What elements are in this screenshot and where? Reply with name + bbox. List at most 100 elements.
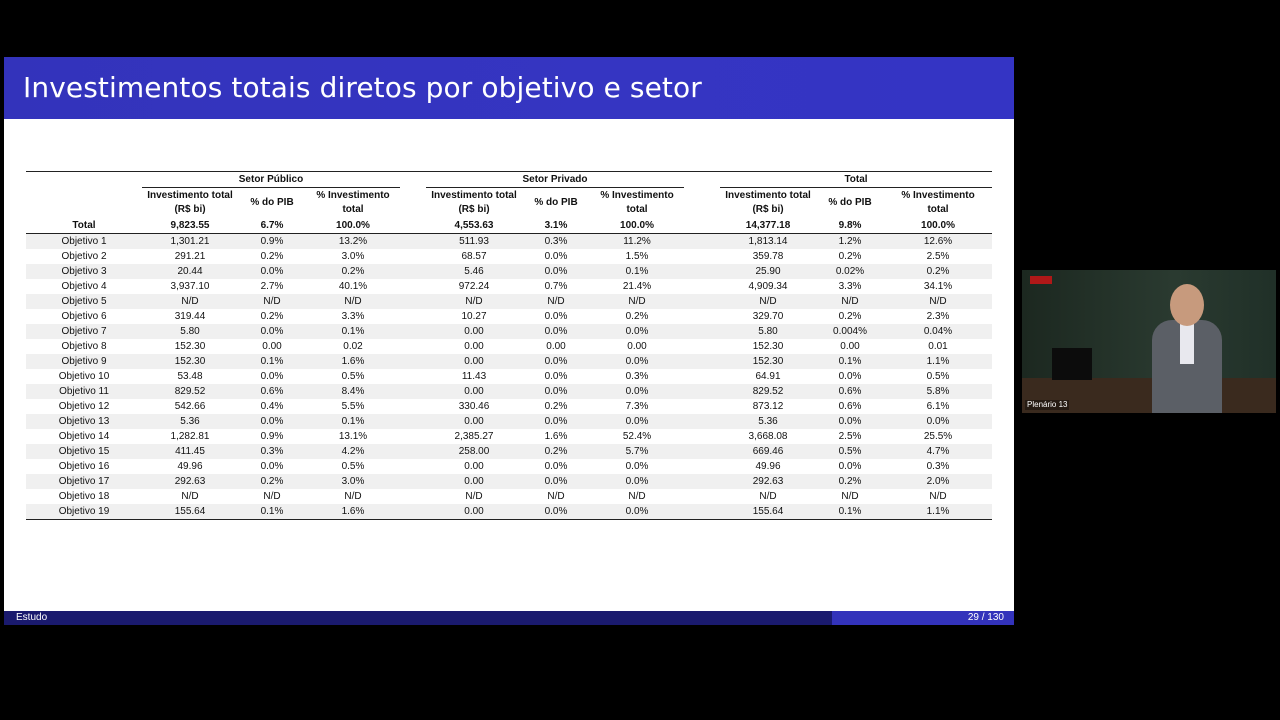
presentation-slide: Investimentos totais diretos por objetiv… bbox=[4, 57, 1014, 625]
cell: 0.00 bbox=[262, 341, 282, 352]
cell: 0.1% bbox=[238, 504, 306, 520]
row-label: Objetivo 8 bbox=[61, 341, 107, 352]
cell: 873.12 bbox=[752, 401, 784, 412]
cell: 0.0% bbox=[238, 414, 306, 429]
cell: N/D bbox=[263, 491, 281, 502]
cell: 0.0% bbox=[590, 414, 685, 429]
table-row: Objetivo 11 829.52 0.6% 8.4% 0.00 0.0% 0.0% 829… bbox=[26, 384, 993, 399]
cell: 0.5% bbox=[816, 444, 885, 459]
cell: 0.0% bbox=[590, 354, 685, 369]
cell: 1.1% bbox=[884, 504, 993, 520]
cell: 9.8% bbox=[816, 218, 885, 234]
cell: 4.2% bbox=[306, 444, 400, 459]
video-desk bbox=[1022, 378, 1276, 413]
cell: 329.70 bbox=[752, 311, 784, 322]
cell: 21.4% bbox=[622, 281, 652, 292]
cell: 829.52 bbox=[142, 384, 238, 399]
cell: 542.66 bbox=[174, 401, 206, 412]
table-row: Objetivo 5 N/D N/D N/D N/D N/D N/D N/D N/D N/D bbox=[26, 294, 993, 309]
cell: 5.5% bbox=[341, 401, 365, 412]
cell: 511.93 bbox=[426, 233, 522, 249]
table-row: Objetivo 8 152.30 0.00 0.02 0.00 0.00 0.00 152.… bbox=[26, 339, 992, 354]
speaker-shirt bbox=[1180, 324, 1194, 364]
row-label: Objetivo 19 bbox=[26, 504, 142, 520]
cell: 1.6% bbox=[306, 504, 400, 520]
cell: 0.0% bbox=[522, 324, 590, 339]
cell: 0.5% bbox=[341, 461, 365, 472]
cell: 25.5% bbox=[923, 431, 953, 442]
cell: 3,937.10 bbox=[170, 281, 210, 292]
cell: 5.8% bbox=[884, 384, 993, 399]
investment-table-container: Setor Público Setor Privado Total Invest… bbox=[26, 171, 993, 520]
cell: 3,668.08 bbox=[748, 431, 788, 442]
video-location-label: Plenário 13 bbox=[1025, 400, 1070, 410]
cell: 2.5% bbox=[838, 431, 862, 442]
cell: 0.0% bbox=[238, 264, 306, 279]
cell: 1.6% bbox=[544, 431, 568, 442]
cell: 0.0% bbox=[238, 324, 306, 339]
cell: 0.00 bbox=[426, 504, 522, 520]
table-row: Objetivo 10 53.48 0.0% 0.5% 11.43 0.0% 0.3% 64.… bbox=[26, 369, 992, 384]
row-label: Objetivo 12 bbox=[58, 401, 110, 412]
cell: 5.7% bbox=[590, 444, 685, 459]
col-header-investimento: Investimento total (R$ bi) bbox=[725, 190, 811, 215]
cell: 0.3% bbox=[926, 461, 950, 472]
cell: 0.9% bbox=[238, 233, 306, 249]
cell: 6.7% bbox=[238, 218, 306, 234]
cell: 1,301.21 bbox=[142, 233, 238, 249]
cell: 0.9% bbox=[260, 431, 284, 442]
cell: 12.6% bbox=[884, 233, 993, 249]
cell: N/D bbox=[720, 294, 817, 309]
cell: 0.0% bbox=[260, 371, 284, 382]
row-label: Objetivo 18 bbox=[58, 491, 110, 502]
cell: 8.4% bbox=[306, 384, 400, 399]
cell: 1,813.14 bbox=[720, 233, 817, 249]
cell: 0.1% bbox=[816, 504, 885, 520]
footer-left-bar: Estudo bbox=[4, 611, 832, 625]
cell: 0.2% bbox=[260, 311, 284, 322]
cell: 5.46 bbox=[426, 264, 522, 279]
cell: 0.0% bbox=[544, 371, 568, 382]
row-label: Objetivo 11 bbox=[26, 384, 142, 399]
cell: 20.44 bbox=[142, 264, 238, 279]
cell: 34.1% bbox=[923, 281, 953, 292]
cell: 0.0% bbox=[590, 384, 685, 399]
cell: 155.64 bbox=[142, 504, 238, 520]
cell: 100.0% bbox=[884, 218, 993, 234]
row-label: Total bbox=[26, 218, 142, 234]
cell: 5.80 bbox=[142, 324, 238, 339]
slide-footer: Estudo 29 / 130 bbox=[4, 611, 1014, 625]
cell: 5.80 bbox=[720, 324, 817, 339]
cell: 669.46 bbox=[720, 444, 817, 459]
cell: 0.00 bbox=[546, 341, 566, 352]
cell: N/D bbox=[344, 491, 362, 502]
row-label: Objetivo 17 bbox=[26, 474, 142, 489]
col-header-pib: % do PIB bbox=[250, 197, 294, 208]
cell: 0.0% bbox=[544, 461, 568, 472]
cell: 6.1% bbox=[926, 401, 950, 412]
group-label: Setor Público bbox=[142, 172, 400, 188]
footer-section-label: Estudo bbox=[16, 612, 48, 623]
cell: 152.30 bbox=[174, 341, 206, 352]
col-header-pib: % do PIB bbox=[534, 197, 578, 208]
cell: 0.00 bbox=[464, 341, 484, 352]
table-row: Objetivo 12 542.66 0.4% 5.5% 330.46 0.2% 7.3% 8… bbox=[26, 399, 992, 414]
cell: 5.36 bbox=[142, 414, 238, 429]
cell: 40.1% bbox=[338, 281, 368, 292]
cell: 0.3% bbox=[522, 233, 590, 249]
cell: 0.6% bbox=[816, 384, 885, 399]
cell: 2.3% bbox=[926, 311, 950, 322]
cell: 4.7% bbox=[884, 444, 993, 459]
cell: 155.64 bbox=[720, 504, 817, 520]
cell: N/D bbox=[759, 491, 777, 502]
sub-header-row: Investimento total (R$ bi) % do PIB % Inv… bbox=[26, 188, 992, 218]
cell: 13.1% bbox=[338, 431, 368, 442]
cell: 0.00 bbox=[840, 341, 860, 352]
broadcast-logo-icon bbox=[1030, 276, 1052, 284]
cell: 0.01 bbox=[928, 341, 948, 352]
row-label: Objetivo 9 bbox=[26, 354, 142, 369]
table-body: Objetivo 1 1,301.21 0.9% 13.2% 511.93 0.3% 11.… bbox=[26, 233, 993, 520]
cell: 0.6% bbox=[838, 401, 862, 412]
cell: 14,377.18 bbox=[720, 218, 817, 234]
row-label: Objetivo 6 bbox=[61, 311, 107, 322]
